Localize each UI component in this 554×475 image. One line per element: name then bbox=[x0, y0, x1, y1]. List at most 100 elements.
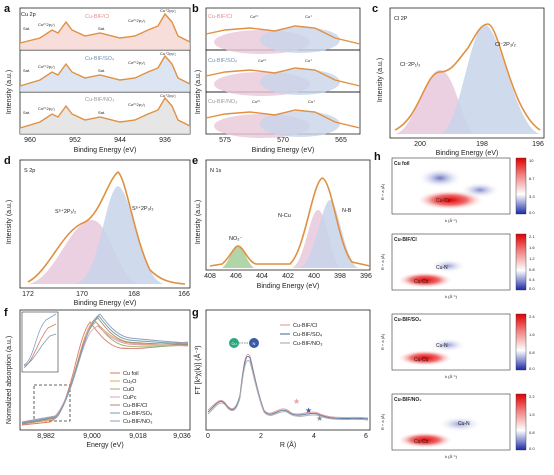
panel-a-row1-cu2p12: Cu²⁺2p₁/₂ bbox=[38, 22, 55, 27]
wavelet-map-3-blob bbox=[430, 338, 466, 352]
wavelet-map-cufoil: Cu foil Cu-Cu R + a (Å) k (Å⁻¹) 10 6.7 3… bbox=[380, 157, 535, 223]
wavelet-map-2-hotspot bbox=[397, 272, 453, 288]
wavelet-map-4-ylabel: R + a (Å) bbox=[380, 413, 385, 430]
wavelet-map-4-cbar-2: 0.8 bbox=[529, 430, 535, 435]
panel-f-legend-label-4: Cu-BIF/Cl bbox=[123, 403, 147, 409]
panel-a-row1-name: Cu-BIF/Cl bbox=[85, 14, 109, 20]
wavelet-map-no3: Cu-BIF/NO₃ Cu-Cu Cu-N R + a (Å) k (Å⁻¹) … bbox=[380, 393, 535, 459]
wavelet-map-2-cbar-2: 1.2 bbox=[529, 256, 535, 261]
panel-e-peak1: NO₃⁻ bbox=[229, 236, 242, 242]
panel-b-ylabel: Intensity (a.u.) bbox=[195, 70, 202, 114]
panel-e-peak3: N-B bbox=[342, 208, 352, 214]
wavelet-map-1-cbar-2: 3.3 bbox=[529, 194, 535, 199]
wavelet-map-3-xlabel: k (Å⁻¹) bbox=[445, 374, 458, 379]
panel-a-ylabel: Intensity (a.u.) bbox=[6, 70, 13, 114]
panel-f-xlabel: Energy (eV) bbox=[86, 442, 123, 449]
panel-g-frame bbox=[205, 309, 371, 431]
wavelet-map-3-cbar-1: 1.6 bbox=[529, 332, 535, 337]
panel-a-row2-cu2p32b: Cu⁺2p₃/₂ bbox=[160, 51, 176, 56]
panel-label-h: h bbox=[374, 151, 381, 163]
panel-d-region: S 2p bbox=[24, 168, 35, 174]
panel-b-row1-peak-cu1 bbox=[260, 27, 340, 53]
wavelet-map-so4: Cu-BIF/SO₄ Cu-Cu Cu-N R + a (Å) k (Å⁻¹) … bbox=[380, 313, 535, 379]
wavelet-map-3-ylabel: R + a (Å) bbox=[380, 333, 385, 350]
panel-g-legend-label-2: Cu-BIF/NO₃ bbox=[293, 341, 322, 347]
panel-c-tick-0: 200 bbox=[414, 141, 426, 148]
wavelet-map-3-peak1: Cu-Cu bbox=[414, 357, 429, 363]
wavelet-map-4-colorbar bbox=[515, 393, 527, 451]
panel-b: b Intensity (a.u.) Cu-BIF/Cl Cu²⁺ Cu⁺ Cu… bbox=[192, 3, 361, 154]
panel-b-row1-p2: Cu⁺ bbox=[305, 14, 312, 19]
panel-e-tick-0: 408 bbox=[204, 273, 216, 280]
panel-a-row3-cu2p32: Cu²⁺2p₃/₂ bbox=[128, 102, 146, 107]
panel-d-ylabel: Intensity (a.u.) bbox=[6, 200, 13, 244]
panel-c-frame bbox=[389, 7, 545, 139]
panel-g-star-so4-icon: ★ bbox=[305, 406, 312, 415]
wavelet-map-2-cbar-0: 2.1 bbox=[529, 234, 535, 239]
wavelet-map-1-cbar-0: 10 bbox=[529, 158, 534, 163]
panel-f-legend: Cu foil Cu₂O CuO CuPc Cu-BIF/Cl Cu-BIF/S… bbox=[110, 371, 153, 425]
panel-c-peak2-fill bbox=[440, 25, 540, 134]
panel-b-row2-name: Cu-BIF/SO₄ bbox=[208, 58, 238, 64]
panel-f-tick-0: 8,982 bbox=[37, 433, 55, 440]
wavelet-map-3-peak2: Cu-N bbox=[436, 343, 448, 349]
n-atom-icon bbox=[249, 338, 259, 348]
panel-a-row3-curve bbox=[19, 96, 191, 129]
panel-d-frame bbox=[19, 159, 191, 289]
panel-b-row3-p2: Cu⁺ bbox=[308, 99, 315, 104]
wavelet-map-4-cbar-1: 1.5 bbox=[529, 412, 535, 417]
panel-a-row1-cu2p32b: Cu⁺2p₃/₂ bbox=[160, 8, 176, 13]
panel-label-a: a bbox=[4, 3, 11, 15]
panel-g-legend-label-1: Cu-BIF/SO₄ bbox=[293, 332, 323, 338]
wavelet-map-2-colorbar bbox=[515, 233, 527, 291]
wavelet-map-1-cbar-3: 0.0 bbox=[529, 210, 535, 215]
panel-e-tick-6: 396 bbox=[360, 273, 372, 280]
panel-b-row3-name: Cu-BIF/NO₃ bbox=[208, 99, 237, 105]
panel-d-peak1: S⁶⁺2P₁/₂ bbox=[55, 208, 76, 215]
panel-c-peak1: Cl⁻2P₁/₂ bbox=[400, 62, 420, 68]
panel-a: a Intensity (a.u.) Cu 2p Cu-BIF/Cl Sat. … bbox=[4, 3, 191, 154]
panel-b-row2-p2: Cu⁺ bbox=[305, 58, 312, 63]
panel-a-row3-sat2: Sat. bbox=[98, 110, 105, 115]
panel-f-frame bbox=[19, 309, 191, 431]
panel-label-f: f bbox=[4, 307, 8, 319]
panel-f-legend-label-1: Cu₂O bbox=[123, 379, 137, 385]
wavelet-map-4-peak2: Cu-N bbox=[458, 421, 470, 427]
panel-e-tick-2: 404 bbox=[256, 273, 268, 280]
panel-b-tick-1: 570 bbox=[277, 137, 289, 144]
panel-g-xlabel: R (Å) bbox=[280, 440, 296, 449]
panel-e-tick-3: 402 bbox=[282, 273, 294, 280]
wavelet-map-1-blob bbox=[418, 168, 462, 188]
wavelet-map-3-title: Cu-BIF/SO₄ bbox=[394, 317, 422, 323]
wavelet-map-3-cbar-3: 0.0 bbox=[529, 366, 535, 371]
panel-f-legend-label-5: Cu-BIF/SO₄ bbox=[123, 411, 153, 417]
panel-d-tick-3: 166 bbox=[178, 291, 190, 298]
panel-e-tick-5: 398 bbox=[334, 273, 346, 280]
wavelet-map-2-cbar-5: 0.0 bbox=[529, 286, 535, 291]
wavelet-map-1-title: Cu foil bbox=[394, 161, 410, 167]
panel-e-fit-curve bbox=[209, 177, 371, 267]
panel-g-curve-so4 bbox=[207, 356, 369, 420]
panel-f-tick-2: 9,018 bbox=[129, 433, 147, 440]
panel-g-ylabel: FT [k²χ(k)] (Å⁻³) bbox=[193, 345, 202, 394]
panel-g-legend: Cu-BIF/Cl Cu-BIF/SO₄ Cu-BIF/NO₃ bbox=[280, 323, 323, 347]
panel-a-row1-fill bbox=[20, 14, 190, 50]
panel-a-region: Cu 2p bbox=[21, 12, 36, 18]
panel-label-g: g bbox=[192, 307, 199, 319]
panel-label-e: e bbox=[192, 155, 198, 167]
panel-e-ylabel: Intensity (a.u.) bbox=[195, 200, 202, 244]
panel-label-b: b bbox=[192, 3, 199, 15]
wavelet-map-4-title: Cu-BIF/NO₃ bbox=[394, 397, 422, 403]
panel-g-tick-1: 2 bbox=[259, 433, 263, 440]
wavelet-map-2-cbar-1: 1.6 bbox=[529, 245, 535, 250]
wavelet-map-3-cbar-0: 2.4 bbox=[529, 314, 535, 319]
cu-atom-label: Cu bbox=[231, 341, 236, 346]
panel-b-row3-p1: Cu²⁺ bbox=[252, 99, 261, 104]
panel-g-star-cl-icon: ★ bbox=[293, 397, 300, 406]
panel-a-row1-sat2: Sat. bbox=[98, 26, 105, 31]
panel-c-fit-curve bbox=[394, 23, 541, 131]
panel-e-peak3-fill bbox=[300, 200, 358, 268]
panel-f-inset-curve-2 bbox=[23, 323, 57, 369]
panel-h: h Cu foil Cu-Cu R + a (Å) k (Å⁻¹) 10 6.7… bbox=[374, 151, 535, 459]
